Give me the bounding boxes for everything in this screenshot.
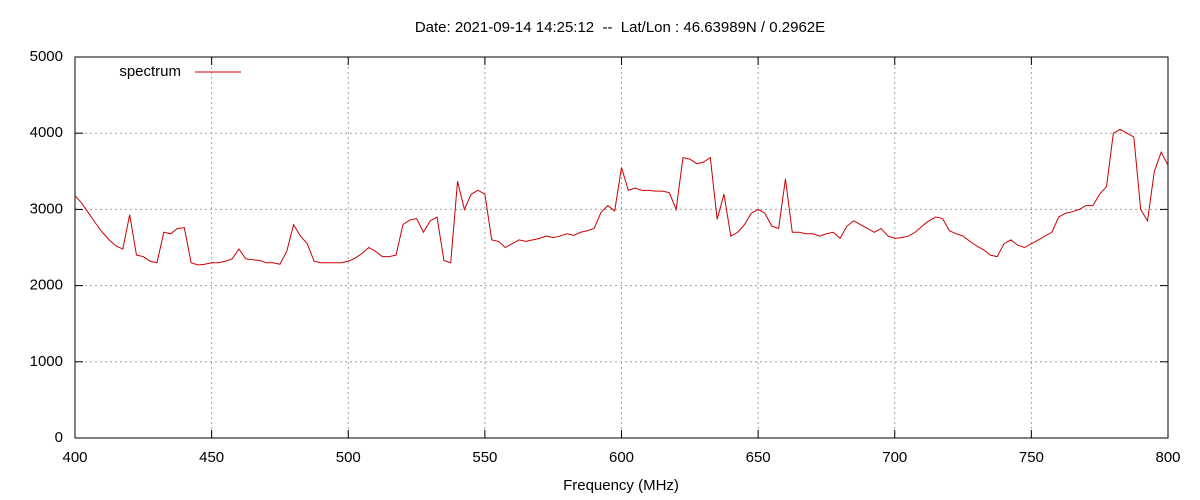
y-tick-label: 0	[55, 429, 63, 446]
y-tick-label: 4000	[30, 124, 63, 141]
plot-frame	[74, 56, 1169, 439]
legend-label: spectrum	[119, 63, 181, 80]
chart-title: Date: 2021-09-14 14:25:12 -- Lat/Lon : 4…	[415, 19, 825, 36]
y-tick-label: 5000	[30, 48, 63, 65]
x-tick-label: 750	[1019, 449, 1044, 466]
x-tick-label: 700	[882, 449, 907, 466]
y-tick-label: 2000	[30, 277, 63, 294]
x-tick-label: 650	[746, 449, 771, 466]
x-tick-label: 500	[336, 449, 361, 466]
x-tick-label: 800	[1155, 449, 1180, 466]
x-tick-label: 550	[472, 449, 497, 466]
y-tick-label: 3000	[30, 200, 63, 217]
spectrum-line	[74, 128, 1169, 266]
y-tick-label: 1000	[30, 353, 63, 370]
x-tick-label: 450	[199, 449, 224, 466]
x-axis-label: Frequency (MHz)	[563, 477, 679, 494]
x-tick-label: 400	[62, 449, 87, 466]
x-tick-label: 600	[609, 449, 634, 466]
